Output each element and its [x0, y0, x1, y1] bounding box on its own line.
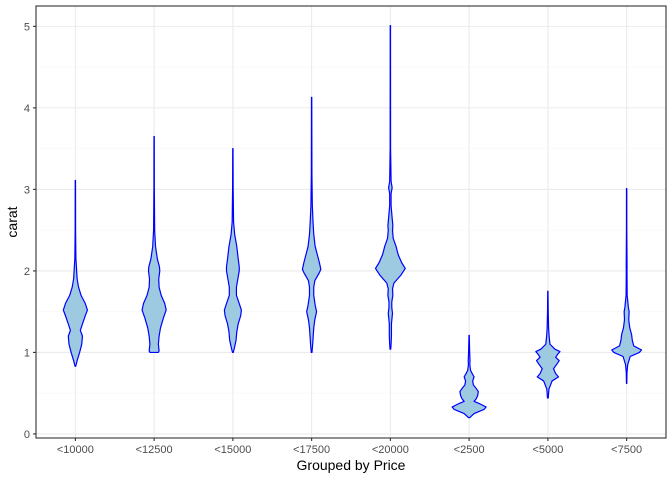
x-tick-label: <5000	[532, 444, 563, 456]
y-tick-label: 4	[24, 103, 30, 115]
axes: 0 1 2 3 4 5 <10000 <12500 <15000 <17500 <20000 <250…	[24, 21, 642, 456]
violin-lt10000	[62, 179, 89, 367]
x-tick-label: <15000	[214, 444, 251, 456]
x-tick-label: <10000	[57, 444, 94, 456]
y-tick-label: 0	[24, 429, 30, 441]
violin-lt15000	[223, 148, 242, 354]
y-tick-label: 3	[24, 184, 30, 196]
x-tick-label: <12500	[136, 444, 173, 456]
y-tick-label: 5	[24, 21, 30, 33]
violin-lt17500	[301, 96, 322, 354]
violins	[62, 24, 643, 419]
x-tick-label: <7500	[611, 444, 642, 456]
violin-lt7500	[611, 187, 643, 384]
y-axis-title: carat	[4, 206, 20, 237]
y-tick-label: 1	[24, 347, 30, 359]
panel-border	[35, 5, 667, 439]
panel-background	[36, 6, 666, 438]
x-axis-title: Grouped by Price	[297, 457, 406, 473]
violin-lt2500	[451, 334, 487, 419]
y-tick-label: 2	[24, 266, 30, 278]
violin-lt12500	[141, 135, 167, 354]
violin-lt5000	[535, 290, 561, 399]
x-tick-label: <17500	[293, 444, 330, 456]
x-tick-label: <2500	[454, 444, 485, 456]
x-tick-label: <20000	[372, 444, 409, 456]
violin-lt20000	[374, 24, 406, 350]
